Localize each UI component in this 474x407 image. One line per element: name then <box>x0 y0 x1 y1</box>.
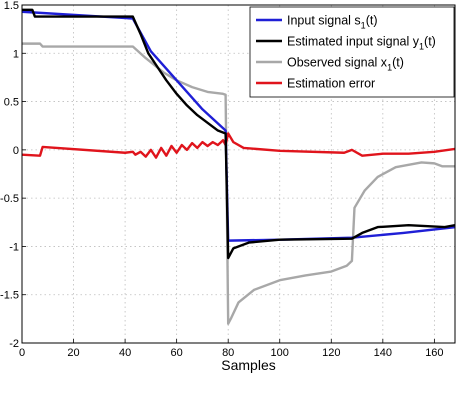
legend: Input signal s1(t) Estimated input signal… <box>249 6 455 98</box>
series-line-2 <box>22 42 455 325</box>
x-tick-label: 80 <box>222 347 234 359</box>
x-tick-label: 160 <box>425 347 443 359</box>
y-tick-label: 0.5 <box>4 97 19 109</box>
x-tick-label: 100 <box>271 347 289 359</box>
legend-entry-label: Estimation error <box>287 77 375 91</box>
plot-area <box>22 8 455 325</box>
x-tick-label: 0 <box>19 347 25 359</box>
legend-entry-label: Estimated input signal y1(t) <box>287 35 436 52</box>
series-line-3 <box>22 132 455 159</box>
y-tick-label: -2 <box>9 338 19 350</box>
series-line-0 <box>22 10 455 242</box>
y-tick-label: 0 <box>13 145 19 157</box>
y-tick-label: 1.5 <box>4 0 19 12</box>
y-tick-label: -1.5 <box>0 290 19 302</box>
legend-box <box>249 6 455 98</box>
y-tick-label: -1 <box>9 241 19 253</box>
x-tick-label: 20 <box>67 347 79 359</box>
x-tick-label: 60 <box>171 347 183 359</box>
series-line-1 <box>22 8 455 260</box>
axis-ticks: 0 20 40 60 80 100 120 140 160 1.5 1 0.5 0 -0.5 -1 -1.5 -… <box>0 0 444 359</box>
x-tick-label: 120 <box>322 347 340 359</box>
legend-entry-label: Observed signal x1(t) <box>287 56 404 73</box>
y-tick-label: 1 <box>13 48 19 60</box>
x-axis-label: Samples <box>221 357 275 373</box>
axes-frame <box>21 4 456 344</box>
x-tick-label: 140 <box>374 347 392 359</box>
x-tick-label: 40 <box>119 347 131 359</box>
legend-entry-label: Input signal s1(t) <box>287 14 378 31</box>
y-tick-label: -0.5 <box>0 193 19 205</box>
